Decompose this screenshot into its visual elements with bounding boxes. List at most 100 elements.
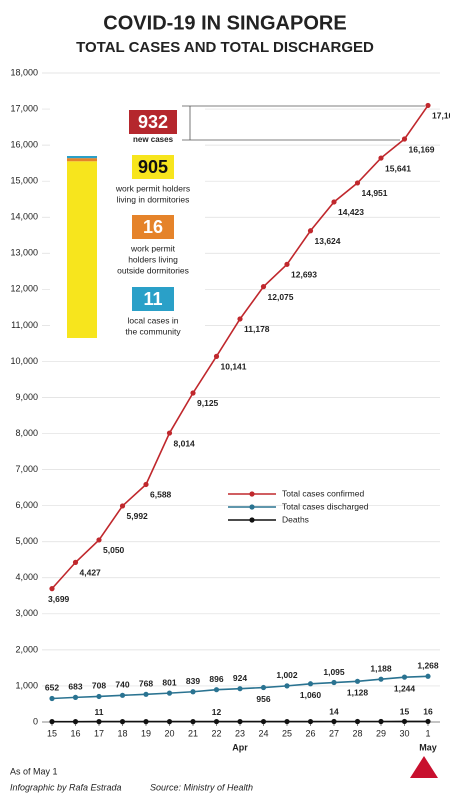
data-label: 839: [186, 676, 200, 686]
data-point: [119, 692, 126, 698]
data-label: 12: [212, 707, 222, 717]
badge-label: the community: [125, 326, 181, 336]
data-label: 924: [233, 673, 247, 683]
data-point: [213, 353, 220, 359]
data-label: 768: [139, 679, 153, 689]
data-point: [190, 390, 196, 396]
data-point: [331, 718, 337, 725]
y-tick-label: 0: [33, 716, 38, 726]
badge: [132, 287, 174, 311]
month-label: May: [419, 742, 437, 752]
data-label: 4,427: [80, 568, 102, 578]
data-label: 6,588: [150, 490, 172, 500]
data-label: 15: [400, 707, 410, 717]
data-point: [307, 681, 314, 687]
data-point: [72, 559, 79, 565]
data-label: 14,423: [338, 207, 364, 217]
data-point: [119, 719, 126, 725]
data-label: 708: [92, 681, 106, 691]
y-tick-label: 17,000: [10, 103, 38, 113]
new-cases-label: new cases: [133, 135, 174, 144]
data-point: [378, 718, 384, 725]
legend-marker: [249, 491, 255, 497]
data-label: 11: [95, 707, 104, 717]
x-tick-label: 26: [305, 728, 315, 738]
data-point: [284, 261, 290, 267]
data-point: [307, 718, 314, 725]
badge-value: 905: [138, 157, 168, 177]
data-label: 14,951: [362, 188, 388, 198]
data-point: [72, 719, 79, 725]
data-point: [401, 136, 408, 142]
data-point: [143, 691, 149, 697]
y-tick-label: 8,000: [15, 428, 38, 438]
badge-label: outside dormitories: [117, 265, 189, 275]
x-tick-label: 20: [164, 728, 174, 738]
badge-value: 11: [143, 289, 162, 309]
data-point: [331, 199, 337, 205]
data-point: [143, 481, 149, 488]
data-label: 683: [68, 682, 82, 692]
data-label: 11,178: [244, 324, 270, 334]
y-tick-label: 2,000: [15, 644, 38, 654]
data-label: 13,624: [315, 236, 341, 246]
data-point: [260, 684, 267, 691]
data-point: [378, 155, 384, 161]
y-tick-label: 14,000: [10, 212, 38, 222]
y-tick-label: 9,000: [15, 392, 38, 402]
data-point: [237, 316, 243, 322]
source: Source: Ministry of Health: [150, 782, 253, 792]
chart-title: COVID-19 IN SINGAPORE: [103, 12, 346, 34]
data-point: [96, 537, 102, 543]
data-label: 1,244: [394, 683, 416, 693]
data-point: [354, 718, 361, 725]
y-tick-label: 3,000: [15, 608, 38, 618]
data-label: 1,188: [370, 663, 392, 673]
legend-marker: [249, 504, 255, 510]
y-tick-label: 15,000: [10, 176, 38, 186]
data-point: [260, 718, 267, 725]
data-point: [166, 430, 173, 436]
stack-segment: [67, 158, 97, 162]
data-point: [307, 228, 314, 234]
stack-segment: [67, 161, 97, 338]
data-point: [49, 719, 55, 725]
data-label: 1,268: [417, 661, 439, 671]
data-point: [119, 503, 126, 509]
data-label: 801: [162, 677, 176, 687]
data-label: 3,699: [48, 594, 70, 604]
badge-label: holders living: [128, 254, 178, 264]
data-point: [72, 694, 79, 700]
data-point: [49, 695, 55, 702]
y-tick-label: 7,000: [15, 464, 38, 474]
data-label: 12,693: [291, 270, 317, 280]
data-label: 9,125: [197, 398, 219, 408]
x-tick-label: 30: [399, 728, 409, 738]
new-cases-value: 932: [138, 112, 168, 132]
data-point: [425, 102, 431, 109]
data-label: 17,101: [432, 111, 450, 121]
data-point: [213, 718, 220, 725]
x-tick-label: 25: [282, 728, 292, 738]
note: Infographic by Rafa Estrada: [10, 782, 122, 792]
data-point: [331, 679, 337, 686]
data-label: 956: [256, 694, 270, 704]
data-point: [190, 689, 196, 695]
data-label: 5,050: [103, 545, 125, 555]
badge: [132, 155, 174, 179]
x-tick-label: 22: [211, 728, 221, 738]
data-point: [354, 180, 361, 186]
data-point: [143, 719, 149, 725]
legend-label: Total cases discharged: [282, 501, 369, 511]
data-label: 14: [329, 707, 339, 717]
data-point: [284, 718, 290, 725]
y-tick-label: 12,000: [10, 284, 38, 294]
data-label: 12,075: [268, 292, 294, 302]
x-tick-label: 16: [70, 728, 80, 738]
data-point: [166, 690, 173, 696]
y-tick-label: 18,000: [10, 67, 38, 77]
data-point: [354, 678, 361, 684]
data-label: 740: [115, 680, 129, 690]
data-point: [213, 687, 220, 693]
